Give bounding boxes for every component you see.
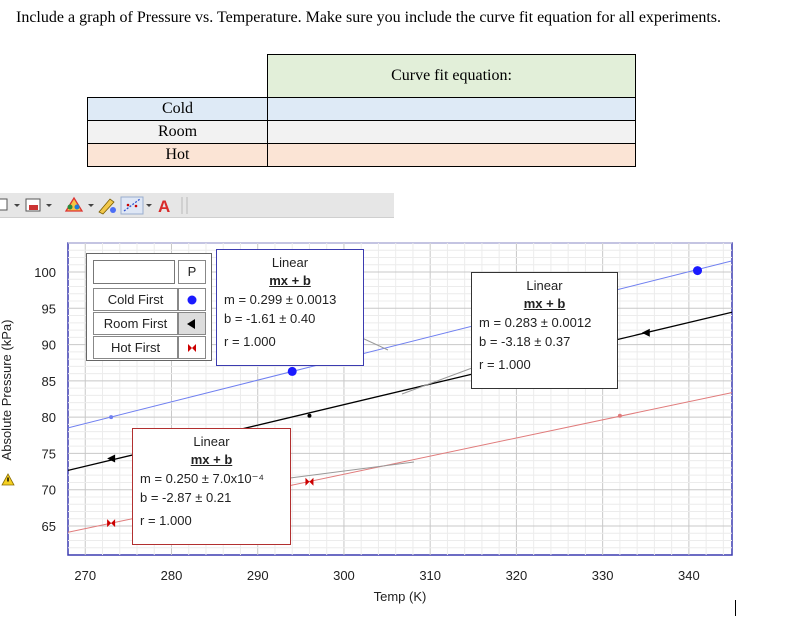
data-point bbox=[693, 266, 703, 276]
row-label-cold: Cold bbox=[87, 97, 268, 121]
row-value-cold[interactable] bbox=[267, 97, 636, 121]
y-tick-label: 80 bbox=[42, 410, 56, 425]
instructions-text: Include a graph of Pressure vs. Temperat… bbox=[16, 9, 722, 26]
y-tick-label: 85 bbox=[42, 374, 56, 389]
y-tick-label: 70 bbox=[42, 483, 56, 498]
fit-slope: m = 0.250 ± 7.0x10⁻⁴ bbox=[140, 471, 265, 486]
y-axis-label: Absolute Pressure (kPa) bbox=[0, 320, 14, 461]
fit-title: Linear bbox=[271, 255, 309, 270]
fit-intercept: b = -3.18 ± 0.37 bbox=[479, 334, 571, 349]
fit-intercept: b = -1.61 ± 0.40 bbox=[224, 311, 316, 326]
fit-equation: mx + b bbox=[523, 296, 566, 311]
y-tick-label: 65 bbox=[42, 519, 56, 534]
legend-p-header[interactable]: P bbox=[178, 260, 206, 284]
legend-marker-cold[interactable] bbox=[178, 288, 206, 311]
x-tick-label: 320 bbox=[506, 568, 528, 583]
fit-title: Linear bbox=[526, 278, 563, 293]
fit-slope: m = 0.283 ± 0.0012 bbox=[479, 315, 592, 330]
y-tick-label: 75 bbox=[42, 446, 56, 461]
fit-slope: m = 0.299 ± 0.0013 bbox=[224, 292, 337, 307]
legend-label-cold[interactable]: Cold First bbox=[93, 288, 178, 311]
text-cursor bbox=[735, 600, 736, 616]
x-tick-label: 280 bbox=[161, 568, 183, 583]
room-fit-box[interactable]: Linear mx + b m = 0.283 ± 0.0012 b = -3.… bbox=[471, 272, 618, 389]
x-tick-label: 330 bbox=[592, 568, 614, 583]
row-label-room: Room bbox=[87, 120, 268, 144]
insert-icon[interactable] bbox=[25, 198, 52, 212]
legend-marker-hot[interactable] bbox=[178, 336, 206, 359]
x-tick-label: 340 bbox=[678, 568, 700, 583]
curve-fit-header: Curve fit equation: bbox=[267, 54, 636, 98]
legend: P Cold First Room First Hot First bbox=[86, 253, 212, 361]
bowtie-icon bbox=[188, 344, 196, 352]
room-connector bbox=[401, 367, 473, 395]
cold-fit-box[interactable]: Linear mx + b m = 0.299 ± 0.0013 b = -1.… bbox=[216, 249, 364, 366]
legend-marker-room[interactable] bbox=[178, 312, 206, 335]
cold-connector bbox=[361, 337, 389, 351]
fit-equation: mx + b bbox=[190, 452, 233, 467]
draw-icon[interactable] bbox=[0, 198, 20, 211]
pencil-icon[interactable] bbox=[98, 198, 116, 215]
fit-line bbox=[68, 260, 732, 429]
x-axis-label: Temp (K) bbox=[374, 589, 427, 604]
y-tick-label: 100 bbox=[34, 265, 56, 280]
legend-label-hot[interactable]: Hot First bbox=[93, 336, 178, 359]
toolbar-icons: A bbox=[0, 196, 188, 216]
y-tick-label: 95 bbox=[42, 301, 56, 316]
fit-title: Linear bbox=[193, 434, 230, 449]
circle-icon bbox=[187, 295, 197, 305]
x-tick-label: 290 bbox=[247, 568, 269, 583]
data-point bbox=[617, 413, 622, 418]
x-tick-label: 310 bbox=[419, 568, 441, 583]
legend-label-room[interactable]: Room First bbox=[93, 312, 178, 335]
row-value-room[interactable] bbox=[267, 120, 636, 144]
hot-connector bbox=[289, 461, 415, 479]
data-point bbox=[107, 454, 116, 463]
fit-intercept: b = -2.87 ± 0.21 bbox=[140, 490, 232, 505]
grid-lines bbox=[68, 242, 732, 555]
fit-correlation: r = 1.000 bbox=[479, 357, 531, 372]
hot-fit-box[interactable]: Linear mx + b m = 0.250 ± 7.0x10⁻⁴ b = -… bbox=[132, 428, 291, 545]
data-point bbox=[305, 477, 314, 486]
x-tick-label: 270 bbox=[74, 568, 96, 583]
data-point bbox=[307, 413, 312, 418]
curve-fit-icon[interactable] bbox=[120, 196, 152, 215]
curve-fit-table: Curve fit equation: Cold Room Hot bbox=[87, 54, 636, 167]
row-value-hot[interactable] bbox=[267, 143, 636, 167]
data-point bbox=[107, 519, 116, 528]
x-tick-label: 300 bbox=[333, 568, 355, 583]
text-icon[interactable]: A bbox=[158, 197, 170, 216]
fit-equation: mx + b bbox=[269, 273, 311, 288]
fit-correlation: r = 1.000 bbox=[224, 334, 276, 349]
graph-toolbar: A bbox=[0, 193, 394, 218]
axis-ticks: 270 280 290 300 310 320 330 340 65 70 75 80 85 90 95 10… bbox=[34, 265, 699, 583]
color-palette-icon[interactable] bbox=[64, 196, 94, 212]
fit-correlation: r = 1.000 bbox=[140, 513, 192, 528]
triangle-left-icon bbox=[187, 319, 195, 329]
y-tick-label: 90 bbox=[42, 338, 56, 353]
data-point bbox=[641, 328, 650, 337]
warning-icon bbox=[1, 473, 15, 486]
data-point bbox=[109, 415, 114, 420]
legend-name-field[interactable] bbox=[93, 260, 175, 284]
data-point bbox=[287, 366, 297, 376]
row-label-hot: Hot bbox=[87, 143, 268, 167]
